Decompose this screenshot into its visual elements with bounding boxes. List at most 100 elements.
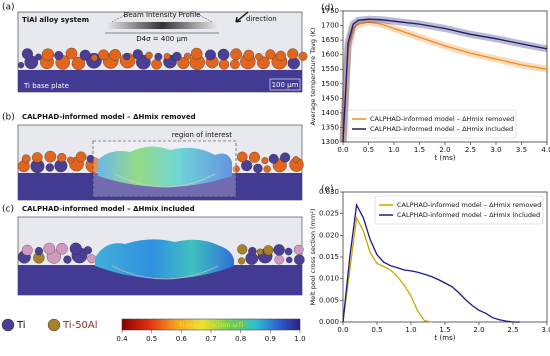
legend-label: CALPHAD-informed model – ΔHmix removed bbox=[397, 201, 541, 209]
y-tick-label: 0.015 bbox=[319, 253, 339, 261]
y-axis-label: Average temperature Tavg (K) bbox=[309, 28, 317, 126]
legend-box bbox=[347, 109, 517, 139]
particle bbox=[287, 57, 300, 70]
legend-box bbox=[374, 195, 544, 225]
y-tick-label: 0.010 bbox=[319, 275, 339, 283]
panel-label: (b) bbox=[2, 113, 15, 123]
particle bbox=[255, 53, 263, 61]
melt-pool bbox=[95, 239, 234, 279]
particle bbox=[71, 56, 86, 71]
panel-label: (d) bbox=[321, 4, 334, 14]
y-tick-label: 1400 bbox=[321, 109, 339, 117]
charts: (d) 1300 1350 1400 1450 1500 1550 1600 1650 1700 1… bbox=[309, 4, 550, 343]
y-tick-label: 0.030 bbox=[319, 188, 339, 196]
particle bbox=[43, 242, 56, 255]
beam-outline bbox=[111, 11, 213, 23]
direction-arrow bbox=[235, 11, 249, 23]
particles bbox=[17, 150, 304, 174]
particle bbox=[263, 165, 271, 173]
legend-label: CALPHAD-informed model – ΔHmix included bbox=[397, 211, 540, 219]
particle bbox=[237, 244, 248, 255]
particle-legend: Ti Ti-50Al bbox=[1, 318, 98, 332]
particle bbox=[35, 53, 42, 61]
x-tick-label: 0.0 bbox=[337, 146, 348, 154]
particle bbox=[17, 62, 25, 69]
particle bbox=[218, 59, 230, 70]
particle bbox=[67, 156, 74, 164]
x-tick-label: 2.0 bbox=[439, 146, 450, 154]
base-plate-label: Ti base plate bbox=[23, 82, 69, 90]
panel-title: CALPHAD-informed model – ΔHmix included bbox=[22, 205, 195, 213]
beam-size: D4σ = 400 μm bbox=[136, 35, 188, 43]
x-tick-label: 1.5 bbox=[414, 146, 425, 154]
x-axis-label: t (ms) bbox=[435, 334, 456, 342]
x-tick-label: 1.0 bbox=[405, 326, 416, 334]
y-axis-label: Melt pool cross section (mm²) bbox=[309, 209, 317, 306]
particle bbox=[44, 150, 57, 163]
colorbar-tick-label: 0.9 bbox=[265, 335, 276, 343]
y-tick-label: 1700 bbox=[321, 22, 339, 30]
particle bbox=[75, 151, 87, 163]
x-tick-label: 3.5 bbox=[516, 146, 527, 154]
x-tick-label: 4.0 bbox=[541, 146, 550, 154]
particle bbox=[298, 51, 308, 61]
particle bbox=[284, 247, 293, 256]
particle bbox=[172, 51, 182, 62]
legend-label: CALPHAD-informed model – ΔHmix removed bbox=[370, 115, 514, 123]
particle bbox=[274, 254, 284, 265]
particle bbox=[248, 246, 257, 256]
line bbox=[342, 202, 520, 323]
particle bbox=[253, 163, 263, 174]
y-tick-label: 0.005 bbox=[319, 296, 339, 304]
particle bbox=[151, 58, 162, 70]
colorbar-tick-label: 1.0 bbox=[294, 335, 305, 343]
melt-pool bbox=[98, 146, 232, 187]
y-tick-label: 1300 bbox=[321, 138, 339, 146]
colorbar-tick-label: 0.5 bbox=[146, 335, 157, 343]
particle bbox=[69, 242, 82, 255]
region-of-interest bbox=[92, 140, 237, 198]
x-tick-label: 1.5 bbox=[439, 326, 450, 334]
particle bbox=[21, 154, 31, 164]
base-plate bbox=[18, 70, 302, 92]
particle bbox=[273, 244, 285, 256]
y-tick-label: 0.025 bbox=[319, 210, 339, 218]
particle bbox=[34, 247, 44, 256]
legend-label: Ti-50Al bbox=[62, 320, 98, 331]
line bbox=[342, 215, 432, 323]
x-tick-label: 0.5 bbox=[363, 146, 374, 154]
particles bbox=[17, 242, 305, 266]
pool-boundary bbox=[114, 173, 216, 188]
particle bbox=[243, 49, 255, 61]
particle bbox=[132, 49, 143, 60]
particle bbox=[236, 151, 248, 163]
y-tick-label: 0.020 bbox=[319, 231, 339, 239]
particle bbox=[287, 48, 299, 60]
particle bbox=[109, 49, 121, 61]
colorbar-tick-label: 0.8 bbox=[235, 335, 246, 343]
colorbar-label: Ti mass fraction ωTi bbox=[178, 321, 244, 329]
colorbar-tick-label: 0.4 bbox=[116, 335, 128, 343]
particle bbox=[280, 152, 291, 163]
panel-title: CALPHAD-informed model – ΔHmix removed bbox=[22, 113, 196, 121]
colorbar-tick-label: 0.7 bbox=[205, 335, 216, 343]
particle bbox=[145, 51, 153, 60]
particle bbox=[294, 254, 305, 266]
legend-swatch bbox=[47, 318, 61, 332]
particle bbox=[163, 52, 171, 60]
particle bbox=[205, 49, 216, 61]
y-tick-label: 1450 bbox=[321, 94, 339, 102]
direction-label: direction bbox=[246, 15, 277, 23]
particle bbox=[86, 154, 95, 163]
particle bbox=[263, 245, 274, 256]
beam-label: Beam Intensity Profile bbox=[124, 11, 201, 19]
particle bbox=[275, 50, 286, 61]
x-tick-label: 0.5 bbox=[371, 326, 382, 334]
particles bbox=[17, 47, 308, 71]
particle bbox=[57, 153, 67, 163]
particle bbox=[256, 248, 264, 256]
particle bbox=[54, 50, 64, 60]
particle bbox=[123, 53, 131, 61]
particle bbox=[41, 48, 55, 61]
